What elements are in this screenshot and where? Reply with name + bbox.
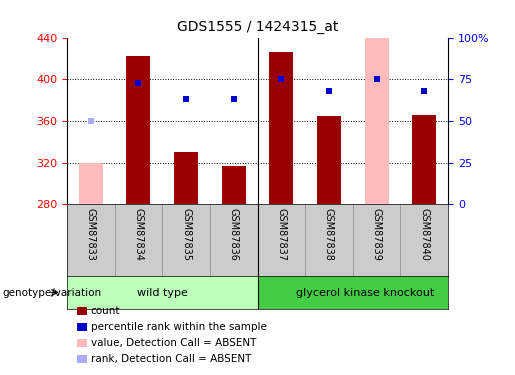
Bar	[127, 56, 150, 204]
Bar	[269, 52, 293, 204]
Text: GSM87838: GSM87838	[324, 208, 334, 261]
Title: GDS1555 / 1424315_at: GDS1555 / 1424315_at	[177, 20, 338, 34]
Bar	[317, 116, 341, 204]
Text: GSM87835: GSM87835	[181, 208, 191, 261]
Bar	[413, 115, 436, 204]
Bar	[67, 276, 258, 309]
Text: count: count	[91, 306, 120, 316]
Text: GSM87834: GSM87834	[133, 208, 143, 261]
Text: value, Detection Call = ABSENT: value, Detection Call = ABSENT	[91, 338, 256, 348]
Text: GSM87833: GSM87833	[86, 208, 96, 261]
Bar	[258, 276, 472, 309]
Text: glycerol kinase knockout: glycerol kinase knockout	[296, 288, 434, 297]
Text: genotype/variation: genotype/variation	[3, 288, 101, 297]
Text: rank, Detection Call = ABSENT: rank, Detection Call = ABSENT	[91, 354, 251, 364]
Bar	[79, 163, 102, 204]
Text: GSM87836: GSM87836	[229, 208, 238, 261]
Bar	[174, 152, 198, 204]
Text: percentile rank within the sample: percentile rank within the sample	[91, 322, 267, 332]
Text: GSM87840: GSM87840	[419, 208, 429, 261]
Bar	[365, 38, 388, 204]
Text: GSM87837: GSM87837	[277, 208, 286, 261]
Bar	[222, 166, 246, 204]
Text: GSM87839: GSM87839	[372, 208, 382, 261]
Text: wild type: wild type	[137, 288, 187, 297]
